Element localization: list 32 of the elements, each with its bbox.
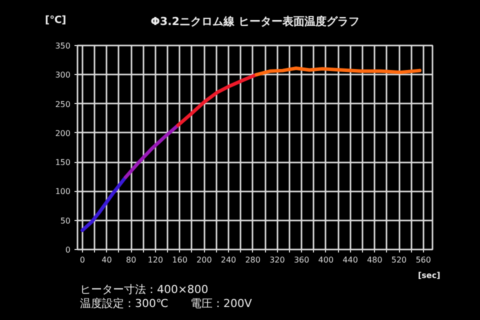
x-tick-label: 400	[318, 256, 334, 264]
x-tick-label: 160	[172, 256, 188, 264]
text: ヒーター寸法：400×800	[80, 282, 208, 298]
line-series	[124, 124, 180, 179]
x-tick-label: 360	[294, 256, 310, 264]
x-tick-label: 200	[196, 256, 212, 264]
x-tick-label: 440	[342, 256, 358, 264]
y-tick-label: 250	[55, 100, 71, 109]
line-series	[80, 175, 128, 232]
x-tick-label: 240	[220, 256, 236, 264]
x-tick-label: 480	[367, 256, 382, 264]
y-tick-label: 300	[55, 70, 71, 80]
x-tick-label: 40	[102, 256, 112, 264]
y-tick-label: 150	[55, 158, 71, 168]
y-tick-label: 0	[65, 246, 71, 254]
y-tick-label: 100	[55, 187, 71, 196]
x-tick-label: 320	[270, 256, 285, 264]
text: 温度設定：300℃ 電圧：200V	[80, 296, 252, 312]
y-axis-title: [℃]	[45, 14, 66, 28]
x-axis-title: [sec]	[418, 270, 440, 282]
y-tick-label: 50	[60, 216, 71, 226]
x-tick-label: 520	[391, 256, 407, 264]
chart-title: Φ3.2ニクロム線 ヒーター表面温度グラフ	[150, 14, 360, 30]
x-tick-label: 280	[245, 256, 261, 264]
line-series	[176, 72, 258, 128]
x-tick-label: 0	[80, 256, 85, 264]
y-tick-label: 200	[55, 128, 71, 138]
x-tick-label: 120	[148, 256, 164, 264]
x-tick-label: 80	[126, 256, 136, 264]
x-tick-label: 560	[416, 256, 432, 264]
y-tick-label: 350	[55, 42, 71, 50]
line-series	[254, 66, 422, 76]
